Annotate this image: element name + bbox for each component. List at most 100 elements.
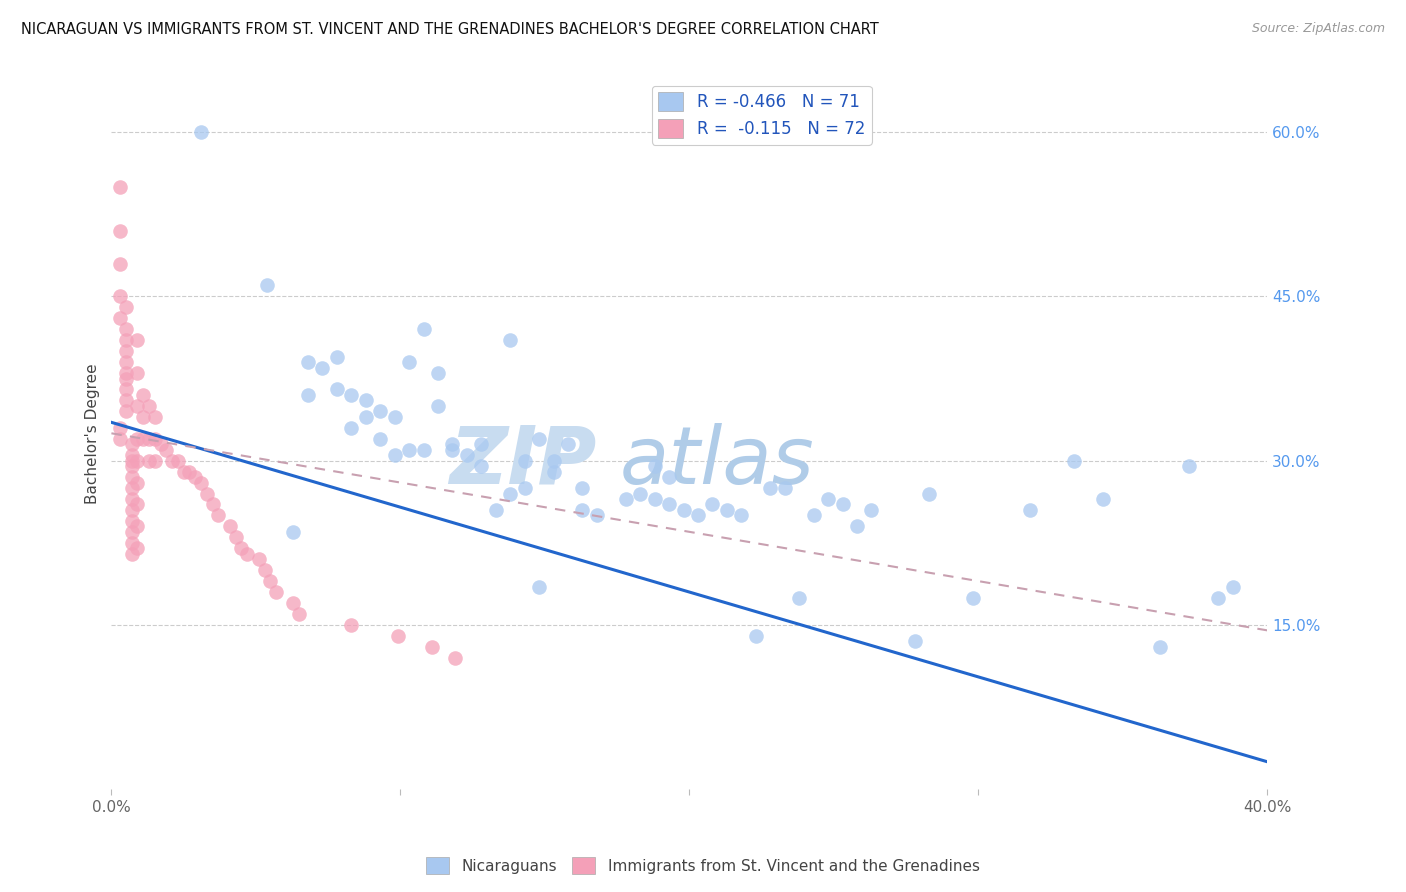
Point: [672, 503, 695, 517]
Point: [264, 585, 287, 599]
Point: [354, 393, 377, 408]
Point: [160, 453, 183, 467]
Legend: Nicaraguans, Immigrants from St. Vincent and the Grenadines: Nicaraguans, Immigrants from St. Vincent…: [420, 851, 986, 880]
Point: [644, 459, 666, 474]
Point: [354, 409, 377, 424]
Point: [121, 448, 143, 462]
Point: [412, 322, 434, 336]
Point: [121, 481, 143, 495]
Point: [716, 503, 738, 517]
Point: [1019, 503, 1042, 517]
Point: [441, 442, 464, 457]
Point: [195, 486, 218, 500]
Point: [340, 421, 363, 435]
Point: [115, 371, 138, 385]
Point: [121, 547, 143, 561]
Point: [513, 453, 536, 467]
Point: [256, 278, 278, 293]
Point: [787, 591, 810, 605]
Legend: R = -0.466   N = 71, R =  -0.115   N = 72: R = -0.466 N = 71, R = -0.115 N = 72: [652, 86, 872, 145]
Point: [253, 563, 276, 577]
Point: [1206, 591, 1229, 605]
Point: [138, 453, 160, 467]
Point: [686, 508, 709, 523]
Point: [190, 475, 212, 490]
Point: [860, 503, 883, 517]
Point: [412, 442, 434, 457]
Point: [368, 432, 391, 446]
Point: [1222, 580, 1244, 594]
Point: [557, 437, 579, 451]
Point: [149, 437, 172, 451]
Point: [398, 355, 420, 369]
Point: [444, 650, 467, 665]
Point: [962, 591, 984, 605]
Point: [384, 448, 406, 462]
Point: [745, 629, 768, 643]
Point: [470, 437, 492, 451]
Point: [115, 404, 138, 418]
Point: [384, 409, 406, 424]
Point: [138, 432, 160, 446]
Point: [179, 465, 201, 479]
Point: [121, 536, 143, 550]
Point: [1063, 453, 1085, 467]
Point: [297, 355, 319, 369]
Point: [108, 311, 131, 326]
Point: [115, 355, 138, 369]
Point: [702, 498, 724, 512]
Point: [326, 383, 349, 397]
Point: [108, 432, 131, 446]
Point: [247, 552, 270, 566]
Point: [571, 481, 593, 495]
Point: [470, 459, 492, 474]
Point: [121, 503, 143, 517]
Point: [127, 432, 149, 446]
Point: [155, 442, 177, 457]
Point: [485, 503, 508, 517]
Point: [108, 421, 131, 435]
Point: [143, 453, 166, 467]
Point: [817, 491, 839, 506]
Point: [132, 388, 155, 402]
Point: [614, 491, 637, 506]
Point: [368, 404, 391, 418]
Point: [571, 503, 593, 517]
Point: [499, 486, 522, 500]
Point: [231, 541, 253, 556]
Point: [108, 224, 131, 238]
Point: [1149, 640, 1171, 654]
Point: [225, 530, 247, 544]
Point: [527, 432, 550, 446]
Point: [115, 333, 138, 347]
Point: [127, 541, 149, 556]
Point: [190, 125, 212, 139]
Point: [127, 475, 149, 490]
Point: [288, 607, 311, 621]
Point: [340, 388, 363, 402]
Point: [658, 470, 681, 484]
Point: [426, 399, 449, 413]
Point: [173, 465, 195, 479]
Point: [127, 519, 149, 533]
Y-axis label: Bachelor's Degree: Bachelor's Degree: [86, 363, 100, 504]
Point: [846, 519, 869, 533]
Point: [283, 524, 305, 539]
Point: [803, 508, 825, 523]
Text: NICARAGUAN VS IMMIGRANTS FROM ST. VINCENT AND THE GRENADINES BACHELOR'S DEGREE C: NICARAGUAN VS IMMIGRANTS FROM ST. VINCEN…: [21, 22, 879, 37]
Point: [1178, 459, 1201, 474]
Point: [398, 442, 420, 457]
Text: Source: ZipAtlas.com: Source: ZipAtlas.com: [1251, 22, 1385, 36]
Point: [143, 409, 166, 424]
Point: [108, 289, 131, 303]
Point: [326, 350, 349, 364]
Point: [115, 366, 138, 380]
Point: [441, 437, 464, 451]
Point: [127, 366, 149, 380]
Point: [904, 634, 927, 648]
Point: [115, 301, 138, 315]
Point: [340, 618, 363, 632]
Point: [127, 498, 149, 512]
Point: [121, 524, 143, 539]
Point: [132, 409, 155, 424]
